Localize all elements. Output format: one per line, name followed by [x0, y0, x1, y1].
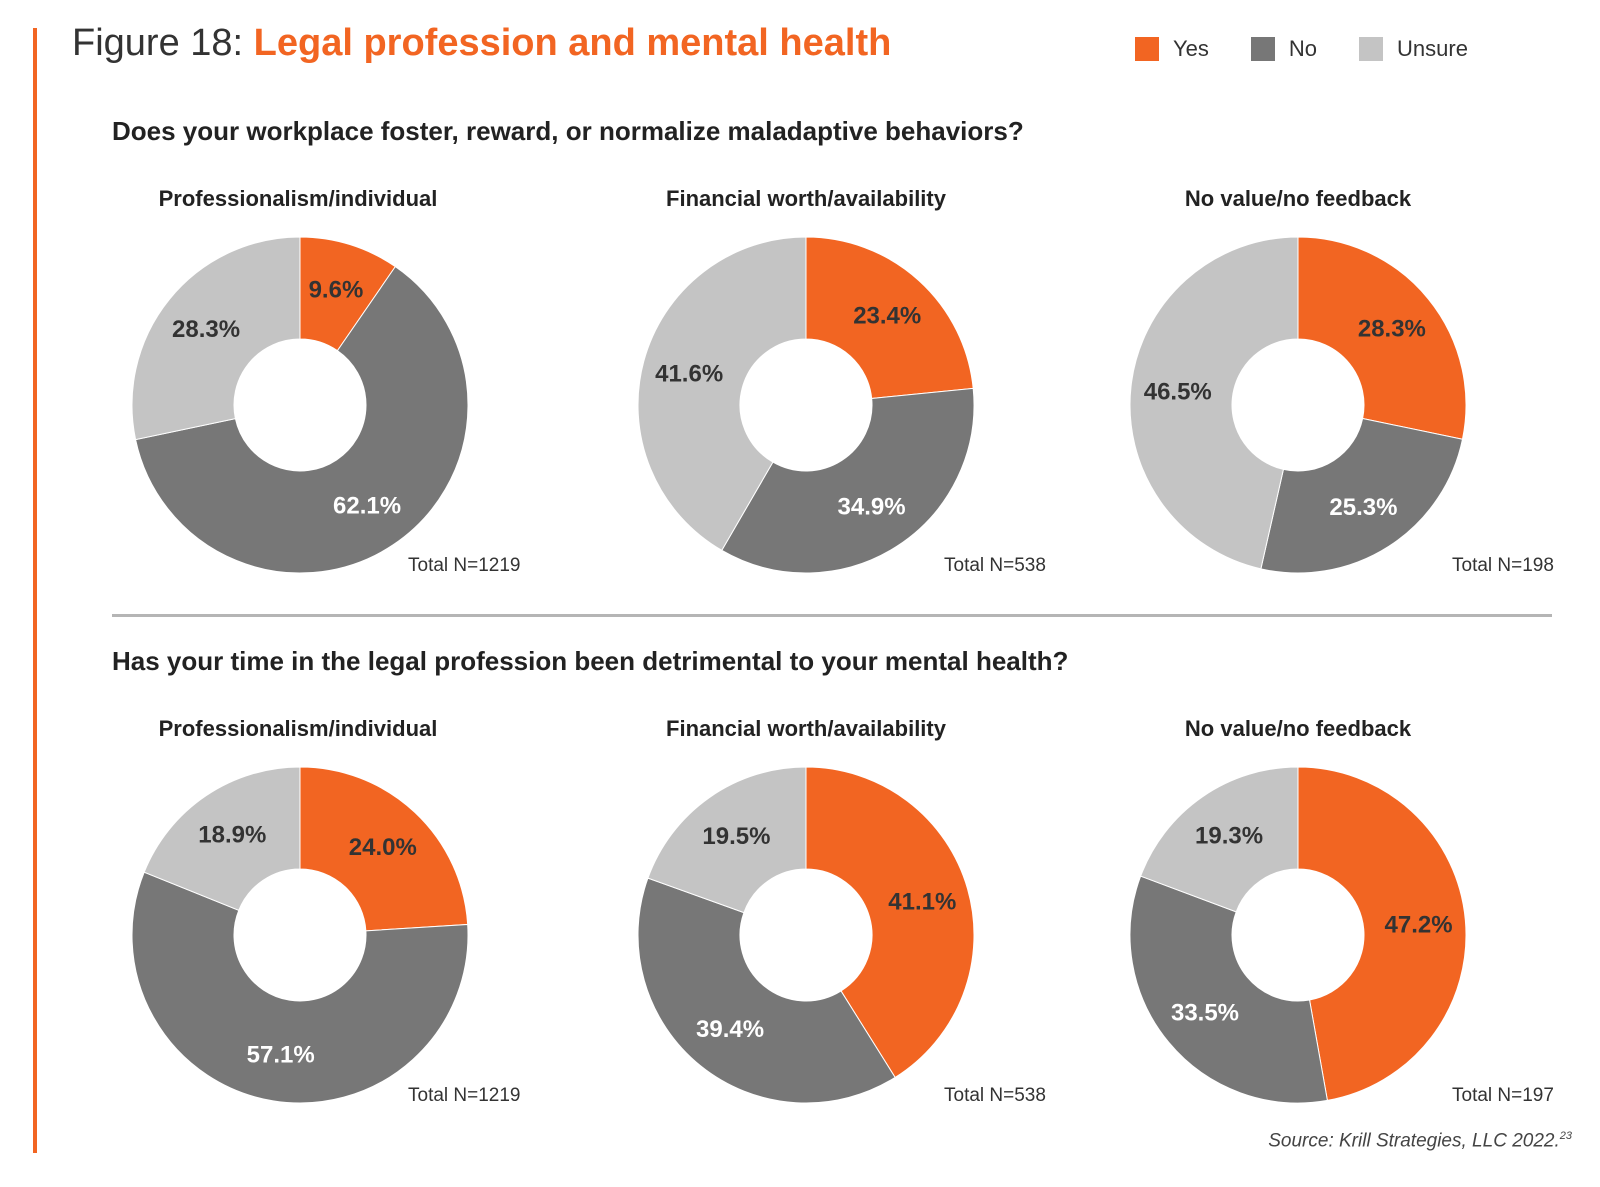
slice-q2-professionalism-yes [299, 766, 469, 932]
slice-q2-professionalism-unsure [143, 766, 301, 911]
legend-label-yes: Yes [1173, 36, 1209, 61]
total-q2-financial: Total N=538 [944, 1085, 1046, 1106]
total-q2-no-value: Total N=197 [1452, 1085, 1554, 1106]
accent-bar [33, 28, 37, 1153]
chart-title-q2-no-value: No value/no feedback [1184, 716, 1412, 741]
slice-q1-financial-unsure [637, 236, 807, 552]
legend-swatch-no [1250, 37, 1275, 61]
label-q2-financial-unsure: 19.5% [702, 823, 770, 850]
label-q1-professionalism-unsure: 28.3% [172, 316, 240, 343]
slice-q2-no-value-no [1129, 875, 1328, 1104]
label-q1-professionalism-no: 62.1% [333, 493, 401, 520]
source-text: Source: Krill Strategies, LLC 2022. [1268, 1130, 1560, 1152]
source-footnote: 23 [1559, 1130, 1572, 1142]
figure-main-title: Legal profession and mental health [253, 22, 892, 64]
legend-swatch-unsure [1359, 37, 1384, 61]
chart-title-q2-financial: Financial worth/availability [666, 716, 946, 741]
slice-q2-financial-yes [805, 766, 975, 1079]
question-2: Has your time in the legal profession be… [112, 646, 1069, 676]
slice-q1-professionalism-unsure [131, 236, 301, 441]
legend-item-no: No [1250, 36, 1318, 62]
question-1: Does your workplace foster, reward, or n… [112, 116, 1024, 146]
label-q1-financial-yes: 23.4% [853, 302, 921, 329]
slice-q2-no-value-yes [1297, 766, 1467, 1101]
source-note: Source: Krill Strategies, LLC 2022.23 [1268, 1130, 1572, 1152]
figure-prefix: Figure 18: [72, 22, 244, 64]
slice-q1-professionalism-no [135, 265, 469, 574]
chart-title-q1-financial: Financial worth/availability [666, 186, 946, 211]
slice-q1-no-value-no [1260, 417, 1464, 574]
chart-title-q1-no-value: No value/no feedback [1184, 186, 1412, 211]
total-q1-financial: Total N=538 [944, 555, 1046, 576]
label-q1-no-value-yes: 28.3% [1358, 316, 1426, 343]
slice-q2-financial-no [637, 877, 896, 1104]
label-q2-professionalism-unsure: 18.9% [198, 822, 266, 849]
slice-q1-financial-yes [805, 236, 974, 400]
label-q2-financial-yes: 41.1% [888, 889, 956, 916]
chart-title-q2-professionalism: Professionalism/individual [158, 716, 438, 741]
slice-q2-professionalism-no [131, 871, 469, 1104]
legend-item-yes: Yes [1135, 36, 1209, 62]
total-q1-no-value: Total N=198 [1452, 555, 1554, 576]
legend-item-unsure: Unsure [1359, 36, 1468, 62]
slice-q1-no-value-yes [1297, 236, 1467, 440]
label-q1-no-value-unsure: 46.5% [1144, 379, 1212, 406]
label-q1-no-value-no: 25.3% [1329, 494, 1397, 521]
label-q1-financial-no: 34.9% [838, 494, 906, 521]
slice-q1-no-value-unsure [1129, 236, 1299, 570]
label-q2-professionalism-yes: 24.0% [349, 834, 417, 861]
slice-q1-financial-no [721, 387, 975, 574]
label-q1-financial-unsure: 41.6% [655, 361, 723, 388]
total-q1-professionalism: Total N=1219 [408, 555, 521, 576]
figure-title: Figure 18: Legal profession and mental h… [72, 22, 891, 65]
label-q2-financial-no: 39.4% [696, 1016, 764, 1043]
label-q2-no-value-unsure: 19.3% [1195, 823, 1263, 850]
slice-q2-financial-unsure [647, 766, 807, 914]
total-q2-professionalism: Total N=1219 [408, 1085, 521, 1106]
legend-label-no: No [1288, 36, 1318, 61]
slice-q2-no-value-unsure [1140, 766, 1299, 913]
label-q2-professionalism-no: 57.1% [247, 1041, 315, 1068]
section-divider [112, 614, 1552, 617]
label-q1-professionalism-yes: 9.6% [309, 276, 364, 303]
legend-swatch-yes [1135, 37, 1159, 61]
chart-title-q1-professionalism: Professionalism/individual [158, 186, 438, 211]
legend: Yes No Unsure [1135, 36, 1510, 62]
legend-label-unsure: Unsure [1397, 36, 1468, 61]
label-q2-no-value-yes: 47.2% [1385, 911, 1453, 938]
label-q2-no-value-no: 33.5% [1171, 999, 1239, 1026]
